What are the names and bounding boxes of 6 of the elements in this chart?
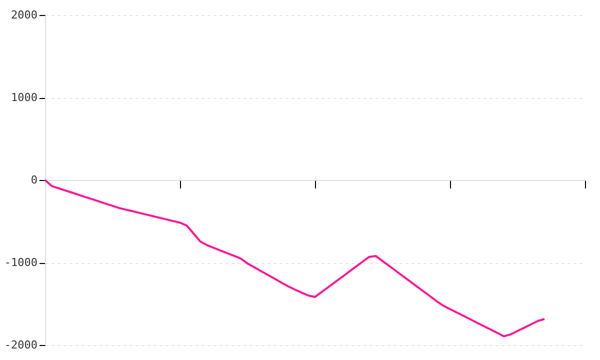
y-tick-label: 2000 [11,8,38,22]
y-tick-label: -1000 [4,256,38,269]
y-tick-label: 1000 [11,91,38,104]
y-tick-label: -2000 [4,338,38,352]
y-tick-label: 0 [30,174,38,186]
line-series [44,179,546,338]
